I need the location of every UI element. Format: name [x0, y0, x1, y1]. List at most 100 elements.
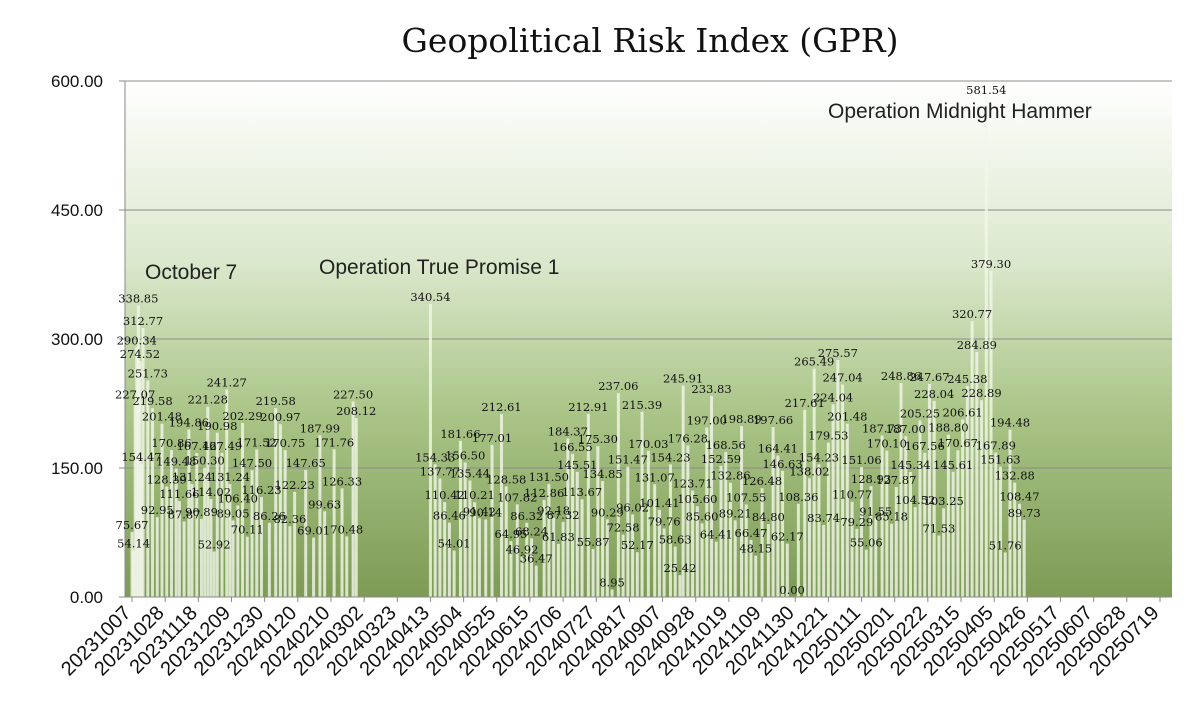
data-bar [241, 423, 245, 597]
data-bar [561, 521, 565, 597]
data-label: 227.50 [333, 387, 373, 401]
data-label: 146.63 [762, 457, 802, 471]
data-label: 66.47 [735, 526, 768, 540]
data-bar [278, 424, 282, 597]
data-bar [133, 401, 137, 597]
data-label: 150.30 [185, 454, 225, 468]
data-bar [215, 432, 219, 597]
data-bar [601, 481, 605, 597]
data-bar [1003, 552, 1007, 597]
data-label: 201.48 [142, 410, 182, 424]
data-bar [980, 400, 984, 597]
data-bar [616, 393, 620, 597]
data-label: 152.59 [701, 452, 741, 466]
data-bar [894, 487, 898, 597]
data-label: 170.03 [628, 437, 668, 451]
data-label: 170.75 [265, 436, 305, 450]
data-bar [345, 536, 349, 597]
data-bar [771, 427, 775, 597]
data-bar [509, 541, 513, 597]
data-label: 90.89 [185, 505, 218, 519]
data-label: 197.66 [753, 413, 793, 427]
data-bar [946, 434, 950, 597]
data-bar [803, 409, 807, 597]
data-label: 85.60 [686, 509, 719, 523]
data-label: 132.86 [710, 469, 750, 483]
data-label: 91.55 [859, 504, 892, 518]
data-label: 338.85 [118, 292, 158, 306]
data-label: 71.53 [922, 521, 955, 535]
data-bar [807, 478, 811, 597]
data-label: 167.42 [177, 439, 217, 453]
data-label: 131.50 [529, 470, 569, 484]
data-bar [250, 470, 254, 597]
data-label: 217.61 [785, 396, 825, 410]
y-tick-label: 0.00 [70, 588, 103, 607]
data-label: 54.14 [117, 536, 150, 550]
data-bar [236, 505, 240, 597]
data-label: 86.26 [253, 509, 286, 523]
data-label: 164.41 [758, 442, 798, 456]
data-bar [705, 427, 709, 597]
data-bar [822, 524, 826, 597]
data-label: 0.00 [779, 583, 805, 597]
data-label: 206.61 [942, 405, 982, 419]
y-tick-label: 600.00 [51, 72, 103, 91]
data-label: 107.55 [726, 491, 766, 505]
data-label: 128.58 [486, 472, 526, 486]
data-bar [728, 482, 732, 597]
data-label: 202.29 [222, 409, 262, 423]
data-label: 113.67 [562, 485, 602, 499]
data-label: 96.02 [616, 500, 649, 514]
data-bar [610, 589, 614, 597]
data-label: 340.54 [410, 290, 450, 304]
data-label: 55.87 [577, 535, 610, 549]
data-label: 198.89 [721, 412, 761, 426]
data-bar [662, 528, 666, 597]
data-label: 89.73 [1008, 506, 1041, 520]
data-label: 167.56 [905, 439, 945, 453]
data-bar [132, 550, 136, 597]
data-bar [909, 472, 913, 597]
data-label: 89.05 [217, 506, 250, 520]
data-bar [744, 504, 748, 597]
data-label: 147.65 [286, 456, 326, 470]
data-bar [473, 502, 477, 597]
data-bar [951, 471, 955, 597]
data-bar [880, 435, 884, 597]
data-label: 128.93 [851, 472, 891, 486]
data-label: 55.06 [850, 536, 883, 550]
data-bar [781, 470, 785, 597]
data-label: 70.48 [330, 522, 363, 536]
data-label: 187.99 [300, 421, 340, 435]
data-bar [206, 406, 210, 597]
data-bar [621, 534, 625, 597]
data-label: 208.12 [336, 404, 376, 418]
data-label: 201.48 [827, 410, 867, 424]
data-bar [515, 504, 519, 597]
data-label: 87.87 [168, 507, 201, 521]
data-bar [130, 531, 134, 597]
data-bar [542, 499, 546, 597]
data-bar [1017, 503, 1021, 597]
data-bar [433, 464, 437, 597]
data-bar [1008, 429, 1012, 597]
data-bar [443, 502, 447, 597]
data-bar [169, 450, 173, 597]
data-bar [817, 464, 821, 597]
data-label: 110.21 [455, 488, 495, 502]
data-bar [182, 521, 186, 597]
data-label: 48.15 [739, 542, 772, 556]
data-label: 197.00 [687, 414, 727, 428]
data-bar [165, 486, 169, 597]
data-label: 145.34 [890, 458, 930, 472]
data-label: 187.00 [886, 422, 926, 436]
data-bar [740, 425, 744, 597]
data-label: 135.44 [450, 467, 490, 481]
data-label: 126.33 [322, 474, 362, 488]
data-label: 251.73 [128, 367, 168, 381]
data-label: 138.02 [789, 464, 829, 478]
data-label: 8.95 [599, 575, 625, 589]
data-bar [841, 384, 845, 597]
